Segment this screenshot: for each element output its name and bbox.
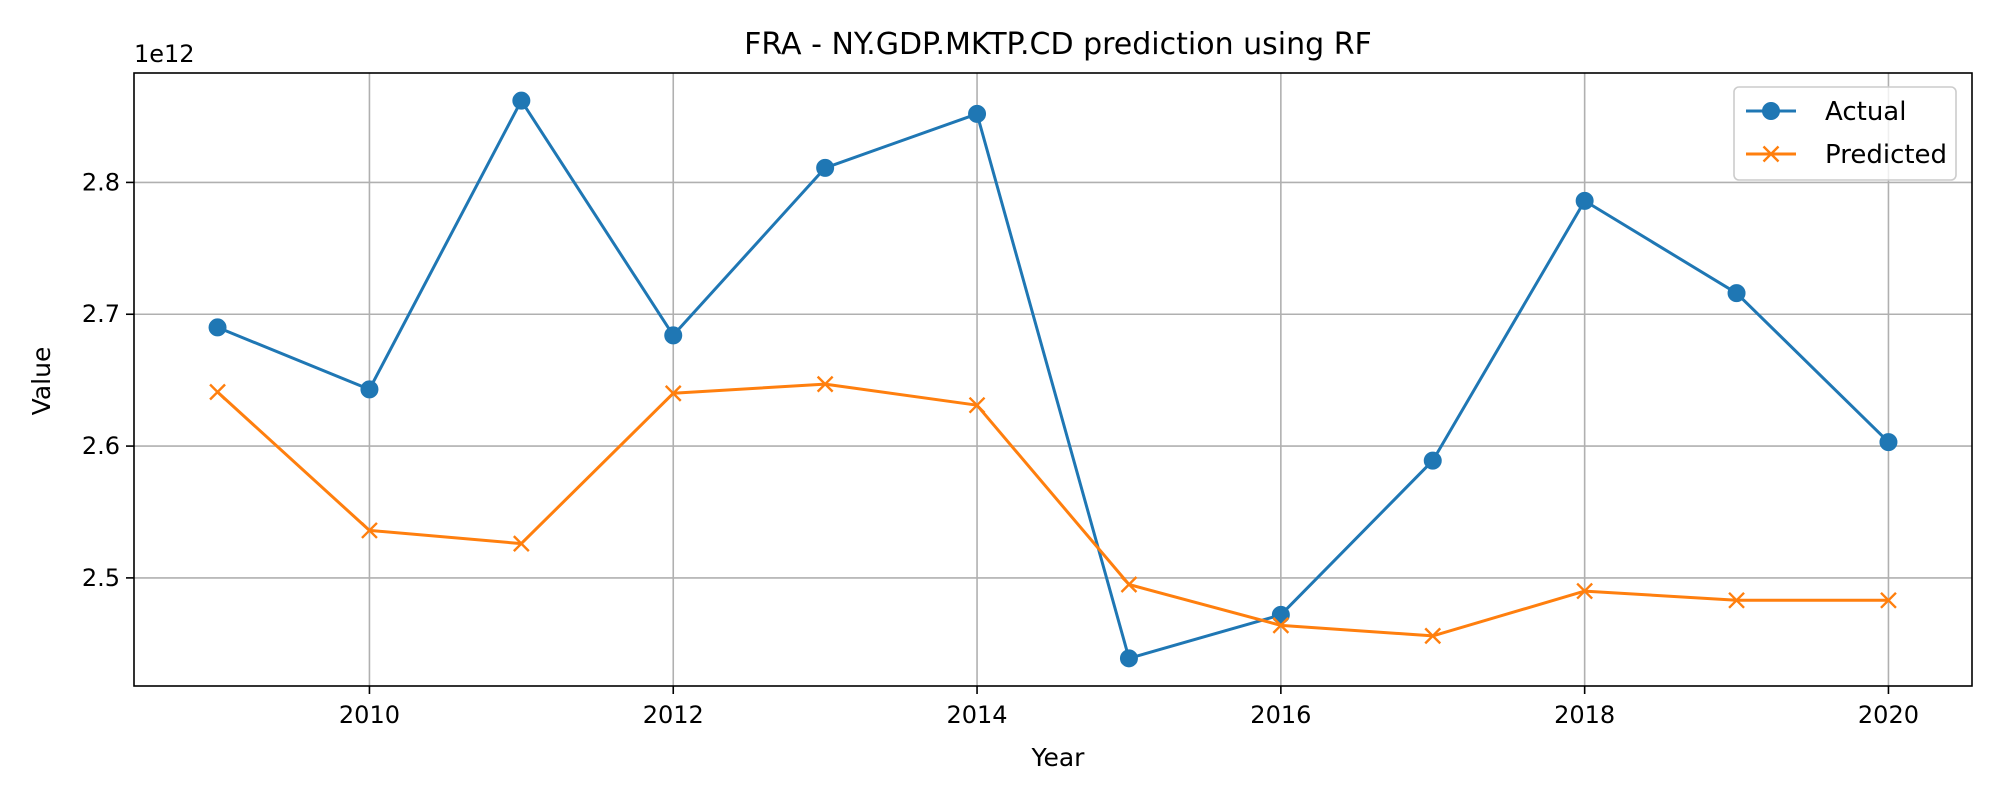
data-point-predicted <box>1424 627 1442 645</box>
data-point-actual <box>1423 451 1442 470</box>
data-point-predicted <box>209 383 226 401</box>
series-line-actual <box>216 99 1890 660</box>
data-point-predicted <box>361 522 378 539</box>
data-point-predicted <box>1880 591 1897 609</box>
x-axis-ticks: 2010 2012 2014 2016 2018 2020 <box>339 686 1919 729</box>
series-actual <box>208 91 1898 668</box>
data-point-actual <box>1727 284 1746 303</box>
y-tick-label: 2.6 <box>82 432 120 460</box>
y-axis-offset-label: 1e12 <box>134 40 195 68</box>
y-axis-title: Value <box>27 347 56 416</box>
data-point-actual <box>1879 433 1898 452</box>
legend-entry-actual: Actual <box>1746 97 1906 127</box>
data-point-predicted <box>1576 582 1593 600</box>
legend: Actual Predicted <box>1733 86 1957 181</box>
data-point-actual <box>1119 649 1138 668</box>
x-tick-label: 2012 <box>643 701 704 729</box>
data-point-actual <box>360 380 379 399</box>
legend-marker-actual <box>1762 102 1780 120</box>
x-tick-label: 2016 <box>1250 701 1311 729</box>
x-tick-label: 2018 <box>1554 701 1615 729</box>
legend-marker-predicted <box>1762 145 1780 163</box>
y-tick-label: 2.5 <box>82 564 120 592</box>
data-point-actual <box>1271 605 1290 624</box>
data-point-actual <box>816 158 835 177</box>
legend-label-actual: Actual <box>1825 97 1906 127</box>
plot-frame <box>133 72 1973 687</box>
x-axis-title: Year <box>1031 743 1086 772</box>
data-point-predicted <box>968 396 986 414</box>
legend-entry-predicted: Predicted <box>1746 140 1947 170</box>
series-layer <box>208 91 1898 668</box>
data-point-predicted <box>1728 591 1745 609</box>
data-point-actual <box>1575 191 1594 210</box>
data-point-predicted <box>816 375 834 393</box>
series-line-predicted <box>216 382 1890 638</box>
series-predicted <box>209 375 1897 645</box>
x-tick-label: 2020 <box>1858 701 1919 729</box>
data-point-actual <box>968 104 987 123</box>
data-point-predicted <box>1120 576 1138 593</box>
x-tick-label: 2014 <box>947 701 1008 729</box>
legend-label-predicted: Predicted <box>1825 140 1947 170</box>
data-point-actual <box>208 318 227 337</box>
y-tick-label: 2.8 <box>82 168 120 196</box>
data-point-predicted <box>664 384 682 402</box>
data-point-actual <box>512 91 531 110</box>
data-point-actual <box>664 326 683 345</box>
y-tick-label: 2.7 <box>82 300 120 328</box>
x-tick-label: 2010 <box>339 701 400 729</box>
data-point-predicted <box>512 535 530 552</box>
y-axis-ticks: 2.5 2.6 2.7 2.8 <box>82 168 134 592</box>
chart-title: FRA - NY.GDP.MKTP.CD prediction using RF <box>744 27 1372 62</box>
data-point-predicted <box>1272 617 1290 634</box>
